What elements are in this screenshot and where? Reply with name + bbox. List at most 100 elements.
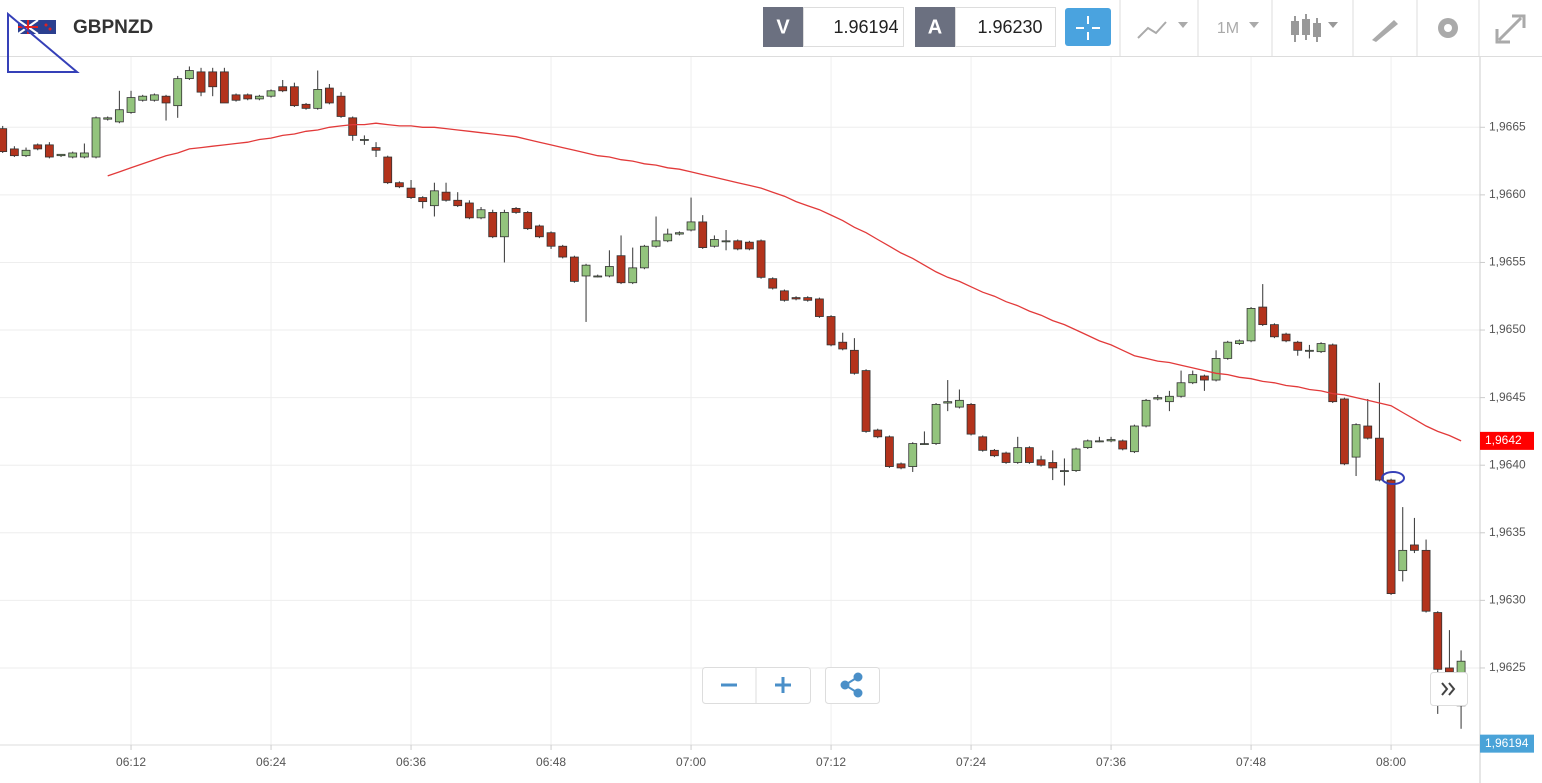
candle-body (1398, 549, 1408, 572)
candle-body (1386, 479, 1396, 595)
zoom-in[interactable] (775, 677, 791, 693)
x-tick-label: 07:48 (1236, 755, 1266, 769)
bid-price: 1.96194 (833, 17, 898, 37)
candle-body (884, 436, 894, 467)
chart-type-icon[interactable] (1137, 21, 1188, 39)
candle-body (616, 255, 626, 284)
candle-body (978, 436, 988, 451)
plot-area (0, 57, 1480, 745)
candle-body (1036, 459, 1046, 466)
candle-body (1316, 343, 1326, 353)
candle-body (1129, 425, 1139, 453)
candle-body (1363, 425, 1373, 439)
bid-box (803, 7, 904, 47)
candle-body (418, 197, 428, 203)
candle-body (1059, 470, 1069, 473)
moving-average (107, 122, 1462, 442)
candle-body (861, 370, 871, 432)
y-tick-label: 1,9640 (1489, 457, 1526, 471)
candle-body (721, 240, 731, 243)
candle-body (278, 86, 288, 92)
y-tick-label: 1,9635 (1489, 525, 1526, 539)
candle-body (161, 95, 171, 104)
candle-body (79, 152, 89, 158)
y-tick-label: 1,9665 (1489, 119, 1526, 133)
x-tick-label: 06:48 (536, 755, 566, 769)
candle-body (1281, 333, 1291, 342)
scroll-right-button[interactable] (1430, 672, 1468, 706)
candle-body (896, 463, 906, 469)
candle-body (1305, 349, 1314, 352)
candle-body (406, 187, 416, 198)
candle-body (663, 233, 673, 242)
candle-body (1270, 324, 1279, 338)
y-tick-label: 1,9625 (1489, 660, 1526, 674)
crosshair-button[interactable] (1065, 8, 1111, 46)
candle-body (126, 97, 136, 113)
annotation-triangle (7, 11, 80, 73)
x-tick-label: 06:24 (256, 755, 286, 769)
candle-body (814, 298, 824, 317)
candle-body (1071, 448, 1081, 472)
candle-body (569, 256, 579, 282)
candle-body (383, 156, 393, 184)
candle-body (651, 240, 661, 247)
candle-body (1328, 344, 1338, 403)
candle-body (873, 429, 883, 438)
draw-icon[interactable] (1372, 20, 1398, 42)
annotation-ellipse (1381, 471, 1405, 485)
candle-body (173, 78, 183, 107)
timeframe-arrow (1249, 22, 1259, 28)
ask-price: 1.96230 (977, 17, 1042, 37)
candle-body (768, 278, 778, 289)
ask-button[interactable] (915, 7, 955, 47)
candle-body (1153, 397, 1163, 400)
candle-body (336, 95, 346, 117)
candle-body (558, 245, 568, 258)
candle-body (33, 144, 43, 150)
candle-body (709, 239, 719, 247)
candle-body (103, 117, 113, 120)
candle-body (1223, 341, 1233, 359)
candle-body (1165, 395, 1174, 403)
candle-body (1083, 440, 1093, 449)
candle-body (231, 94, 241, 101)
candle-body (21, 149, 31, 157)
candle-body (1106, 439, 1116, 442)
x-tick-label: 07:12 (816, 755, 846, 769)
candle-body (44, 144, 54, 158)
candle-body (464, 202, 474, 219)
candle-body (1235, 340, 1244, 344)
candle-icon[interactable] (1291, 14, 1338, 42)
candle-body (534, 225, 544, 238)
candle-body (849, 349, 859, 374)
timeframe[interactable]: 1M (1217, 20, 1239, 37)
fullscreen-icon[interactable] (1495, 14, 1526, 44)
candle-body (0, 128, 8, 153)
candle-body (674, 232, 684, 235)
candle-body (779, 290, 789, 301)
candle-body (254, 95, 264, 100)
candle-body (954, 399, 964, 408)
candle-body (289, 86, 299, 107)
candle-body (1375, 437, 1384, 481)
y-tick-label: 1,9645 (1489, 390, 1526, 404)
candle-body (476, 209, 486, 219)
candle-body (1410, 544, 1419, 551)
candle-body (919, 443, 929, 445)
candle-body (1433, 612, 1443, 670)
candle-body (581, 264, 591, 277)
candle-body (1094, 440, 1104, 443)
candle-body (453, 199, 463, 207)
x-tick-label: 06:36 (396, 755, 426, 769)
share-button[interactable] (825, 667, 880, 704)
candle-body (266, 90, 276, 97)
candle-body (1048, 462, 1058, 469)
candle-body (523, 212, 533, 230)
candle-body (1351, 424, 1361, 458)
settings-icon-hole (1444, 24, 1452, 32)
candle-body (1246, 308, 1256, 342)
candle-body (908, 443, 918, 467)
bid-button[interactable] (763, 7, 803, 47)
scroll-right-icon (1441, 682, 1456, 696)
